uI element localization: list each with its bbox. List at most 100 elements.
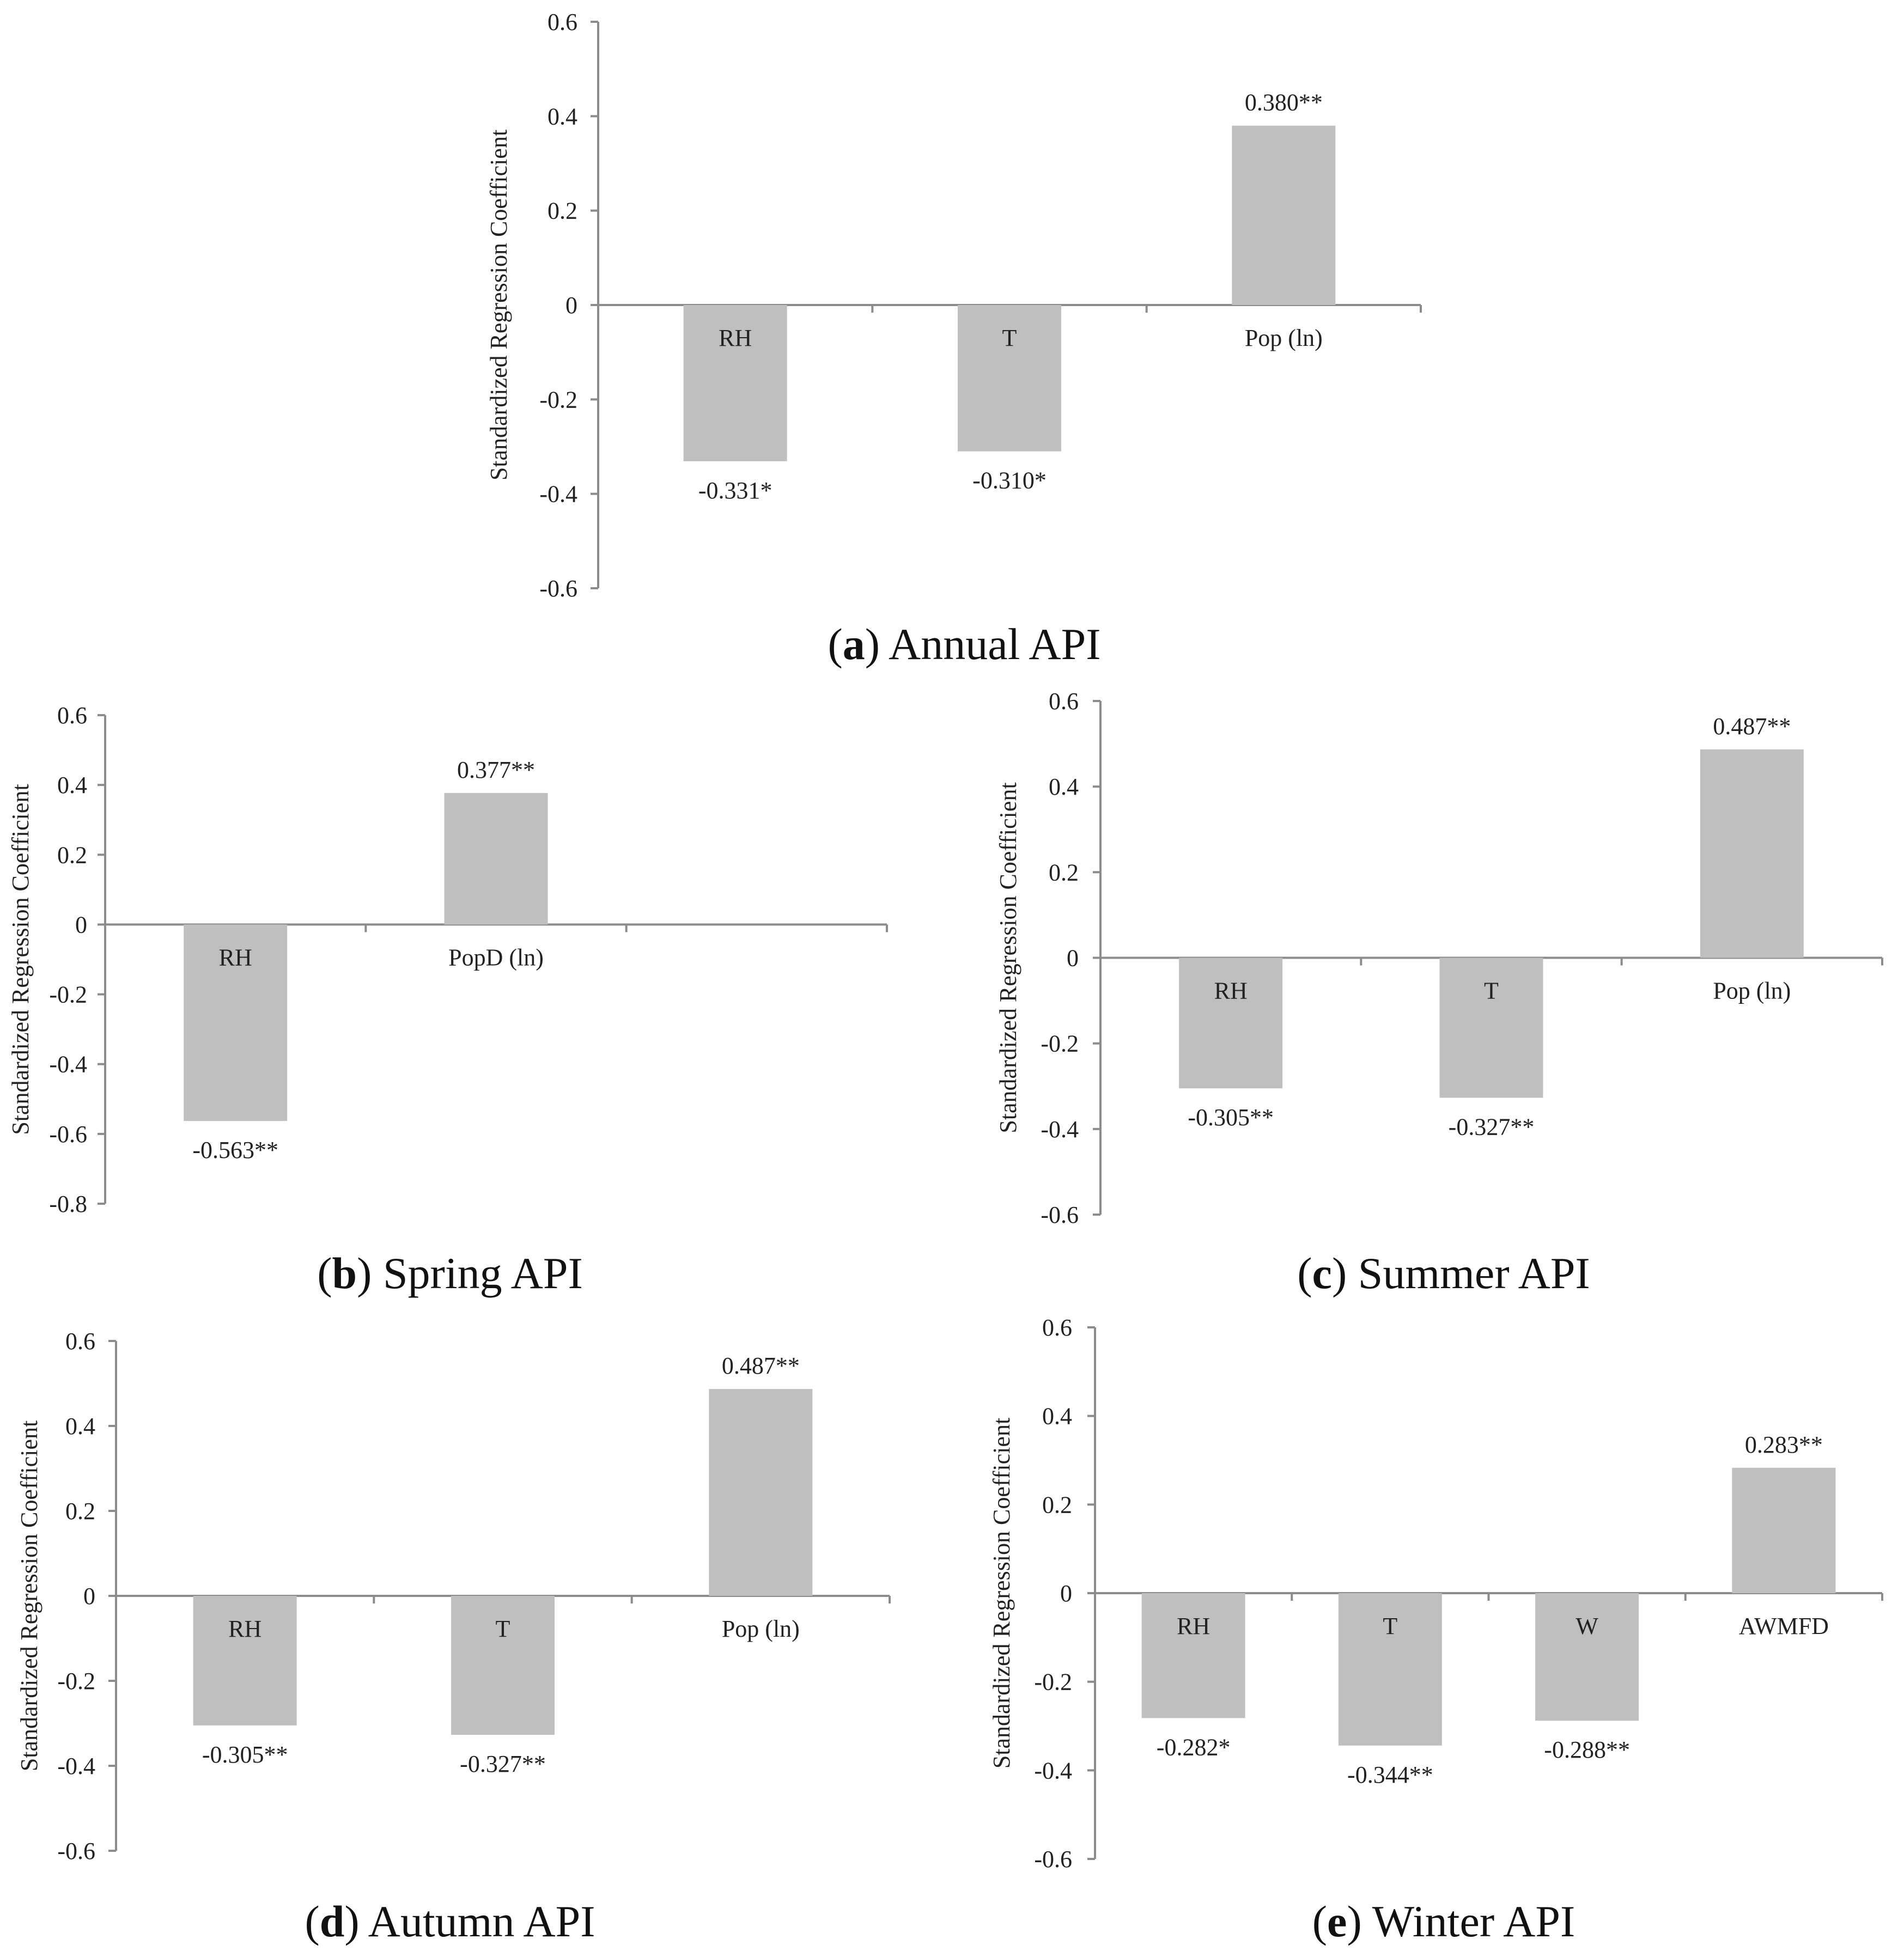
- y-tick-label: -0.2: [1034, 1669, 1072, 1696]
- category-label: W: [1575, 1613, 1598, 1639]
- y-axis-title: Standardized Regression Coefficient: [16, 1420, 42, 1771]
- category-label: PopD (ln): [448, 944, 544, 971]
- y-tick-label: 0.4: [1042, 1403, 1072, 1430]
- y-tick-label: -0.8: [49, 1191, 87, 1217]
- y-tick-label: 0: [565, 292, 577, 319]
- value-label: -0.327**: [460, 1751, 546, 1777]
- value-label: -0.282*: [1157, 1734, 1231, 1760]
- bar-rh: [193, 1596, 297, 1726]
- y-tick-label: 0.6: [1042, 1314, 1072, 1341]
- panel-caption: (e) Winter API: [1312, 1897, 1575, 1946]
- bar-rh: [184, 924, 288, 1121]
- value-label: -0.305**: [1188, 1104, 1274, 1131]
- caption-text: Annual API: [889, 619, 1101, 669]
- value-label: -0.327**: [1449, 1113, 1535, 1140]
- y-tick-label: -0.6: [49, 1121, 87, 1148]
- y-tick-label: 0.6: [57, 702, 87, 729]
- bar-pop-ln: [1232, 125, 1336, 305]
- panel-caption: (b) Spring API: [317, 1248, 583, 1298]
- y-tick-label: 0.4: [1049, 773, 1079, 800]
- y-tick-label: 0: [75, 911, 87, 938]
- y-tick-label: -0.6: [539, 575, 577, 602]
- caption-text: Spring API: [383, 1248, 583, 1298]
- y-axis-title: Standardized Regression Coefficient: [485, 130, 512, 480]
- panel-b: 0.6 0.4 0.2 0 -0.2 -0.4 -0.6 -0.8 -0.563** RH 0.37…: [7, 702, 888, 1298]
- y-tick-label: 0.6: [1049, 688, 1079, 715]
- y-tick-label: 0.2: [548, 198, 577, 224]
- y-tick-label: -0.2: [539, 386, 577, 413]
- y-tick-label: -0.6: [1034, 1846, 1072, 1873]
- y-tick-label: -0.4: [539, 481, 577, 508]
- value-label: 0.380**: [1245, 89, 1323, 116]
- y-tick-label: -0.4: [49, 1051, 87, 1078]
- y-tick-label: 0.6: [548, 9, 577, 35]
- y-tick-label: -0.4: [1034, 1757, 1072, 1784]
- panel-e: 0.6 0.4 0.2 0 -0.2 -0.4 -0.6 -0.282* RH -0.344** T…: [988, 1314, 1883, 1946]
- y-tick-label: 0: [1067, 945, 1079, 972]
- y-tick-label: 0.2: [1049, 859, 1079, 886]
- y-tick-label: -0.2: [57, 1668, 95, 1694]
- caption-text: Winter API: [1372, 1897, 1575, 1946]
- panel-a: 0.6 0.4 0.2 0 -0.2 -0.4 -0.6 -0.331* RH -0.310* T 0…: [485, 9, 1422, 669]
- value-label: -0.310*: [972, 467, 1047, 494]
- bar-rh: [1141, 1593, 1245, 1718]
- category-label: RH: [1177, 1613, 1210, 1639]
- y-tick-label: 0: [1060, 1580, 1072, 1607]
- caption-letter: d: [320, 1897, 345, 1946]
- value-label: 0.487**: [1713, 713, 1791, 740]
- category-label: Pop (ln): [1713, 978, 1791, 1004]
- category-label: AWMFD: [1739, 1613, 1829, 1639]
- category-label: T: [496, 1615, 510, 1642]
- value-label: 0.377**: [457, 757, 535, 783]
- y-tick-label: -0.2: [49, 981, 87, 1008]
- category-label: RH: [219, 944, 252, 971]
- y-axis-title: Standardized Regression Coefficient: [7, 784, 34, 1135]
- bar-rh: [1179, 958, 1283, 1089]
- y-tick-label: 0.6: [65, 1328, 95, 1355]
- y-axis-title: Standardized Regression Coefficient: [988, 1418, 1015, 1769]
- panel-caption: (d) Autumn API: [305, 1897, 595, 1946]
- category-label: RH: [719, 325, 752, 351]
- y-tick-label: 0.2: [57, 842, 87, 868]
- category-label: Pop (ln): [1245, 325, 1323, 351]
- value-label: -0.305**: [202, 1741, 288, 1768]
- category-label: T: [1484, 978, 1499, 1004]
- caption-text: Summer API: [1358, 1248, 1590, 1298]
- value-label: -0.288**: [1544, 1736, 1630, 1763]
- bar-awmfd: [1732, 1467, 1836, 1593]
- value-label: 0.283**: [1745, 1431, 1823, 1458]
- bar-t: [958, 305, 1061, 452]
- y-tick-label: 0.4: [57, 772, 87, 798]
- bar-t: [1338, 1593, 1442, 1746]
- panel-caption: (a) Annual API: [828, 619, 1100, 669]
- category-label: T: [1002, 325, 1017, 351]
- caption-letter: b: [332, 1248, 357, 1298]
- y-tick-label: 0.4: [65, 1413, 95, 1440]
- y-tick-label: -0.6: [1041, 1202, 1079, 1228]
- value-label: -0.331*: [698, 477, 772, 504]
- y-tick-label: -0.4: [1041, 1116, 1079, 1143]
- category-label: RH: [228, 1615, 261, 1642]
- bar-t: [451, 1596, 555, 1735]
- caption-text: Autumn API: [368, 1897, 595, 1946]
- y-tick-label: 0.2: [1042, 1491, 1072, 1518]
- y-tick-label: -0.2: [1041, 1031, 1079, 1057]
- caption-letter: a: [843, 619, 865, 669]
- panel-c: 0.6 0.4 0.2 0 -0.2 -0.4 -0.6 -0.305** RH -0.327**…: [995, 688, 1883, 1298]
- y-tick-label: 0: [83, 1583, 95, 1609]
- y-tick-label: -0.6: [57, 1838, 95, 1864]
- y-tick-label: -0.4: [57, 1753, 95, 1779]
- bar-popd-ln: [444, 792, 548, 925]
- category-label: RH: [1214, 978, 1248, 1004]
- category-label: T: [1383, 1613, 1397, 1639]
- y-tick-label: 0.2: [65, 1498, 95, 1525]
- category-label: Pop (ln): [722, 1615, 800, 1642]
- value-label: -0.563**: [192, 1137, 278, 1163]
- bar-rh: [683, 305, 787, 461]
- panel-d: 0.6 0.4 0.2 0 -0.2 -0.4 -0.6 -0.305** RH -0.327**…: [16, 1328, 891, 1946]
- bar-pop-ln: [709, 1389, 813, 1596]
- y-tick-label: 0.4: [548, 103, 577, 130]
- panel-caption: (c) Summer API: [1297, 1248, 1590, 1298]
- bar-pop-ln: [1700, 749, 1804, 958]
